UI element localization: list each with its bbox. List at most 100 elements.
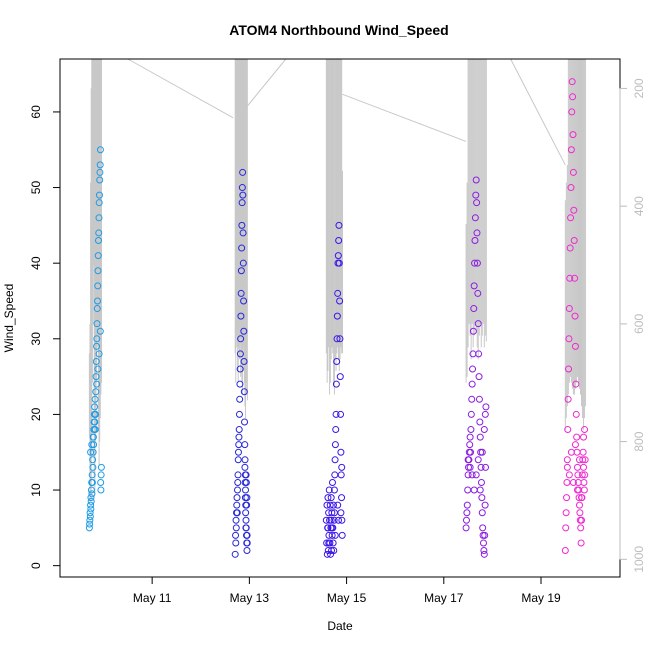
point-4-19 [569, 131, 577, 139]
x-tick-label-3: May 17 [424, 591, 464, 605]
point-2-41 [336, 297, 344, 305]
point-2-48 [338, 516, 346, 524]
point-0-27 [92, 388, 100, 396]
point-4-42 [578, 471, 586, 479]
point-4-51 [567, 448, 575, 456]
point-1-36 [240, 357, 248, 365]
point-1-53 [242, 509, 250, 517]
point-4-15 [567, 146, 575, 154]
point-0-53 [89, 433, 97, 441]
point-4-0 [561, 547, 569, 555]
point-1-49 [243, 539, 251, 547]
point-1-30 [239, 168, 247, 176]
point-3-0 [462, 524, 470, 532]
point-4-53 [575, 456, 583, 464]
chart-title: ATOM4 Northbound Wind_Speed [229, 22, 448, 38]
point-2-3 [323, 550, 331, 558]
point-4-29 [573, 448, 581, 456]
y2-tick-label-0: 200 [632, 78, 646, 98]
point-4-11 [566, 274, 574, 282]
point-2-58 [334, 516, 342, 524]
connector-lines [101, 58, 566, 166]
point-0-13 [88, 478, 96, 486]
point-2-59 [338, 463, 346, 471]
point-3-12 [467, 426, 475, 434]
point-2-35 [334, 289, 342, 297]
point-3-27 [473, 229, 481, 237]
point-3-48 [482, 463, 490, 471]
point-0-22 [91, 403, 99, 411]
point-0-55 [91, 410, 99, 418]
point-0-2 [86, 516, 94, 524]
connector-line-2 [246, 58, 287, 107]
point-0-48 [97, 486, 105, 494]
point-4-20 [569, 168, 577, 176]
point-4-54 [580, 433, 588, 441]
point-4-6 [564, 426, 572, 434]
point-4-25 [571, 342, 579, 350]
point-3-43 [479, 539, 487, 547]
point-1-50 [241, 463, 249, 471]
point-2-39 [335, 221, 343, 229]
point-1-8 [233, 509, 241, 517]
point-3-3 [463, 501, 471, 509]
point-0-1 [86, 520, 94, 528]
point-3-57 [478, 448, 486, 456]
point-4-44 [579, 448, 587, 456]
point-0-35 [94, 282, 102, 290]
point-2-31 [332, 380, 340, 388]
point-2-54 [337, 509, 345, 517]
point-3-39 [478, 494, 486, 502]
point-4-16 [568, 108, 576, 116]
y-tick-label-1: 10 [29, 483, 43, 497]
point-3-18 [469, 327, 477, 335]
point-1-39 [241, 441, 249, 449]
point-1-38 [241, 418, 249, 426]
x-tick-label-2: May 15 [327, 591, 367, 605]
point-4-26 [572, 380, 580, 388]
point-3-46 [481, 531, 489, 539]
point-4-34 [575, 494, 583, 502]
connector-line-1 [127, 58, 234, 119]
point-4-45 [580, 463, 588, 471]
y2-tick-label-2: 600 [632, 314, 646, 334]
y2-axis: 200 400 600 800 1000 [619, 78, 646, 573]
point-0-7 [87, 494, 95, 502]
point-2-16 [328, 547, 336, 555]
point-0-15 [89, 463, 97, 471]
point-3-26 [473, 199, 481, 207]
point-0-18 [90, 441, 98, 449]
point-2-15 [327, 494, 335, 502]
point-0-32 [93, 320, 101, 328]
point-3-28 [473, 259, 481, 267]
point-4-36 [576, 509, 584, 517]
point-0-28 [92, 373, 100, 381]
point-1-16 [235, 426, 243, 434]
point-4-14 [567, 184, 575, 192]
point-3-56 [476, 486, 484, 494]
point-2-34 [333, 312, 341, 320]
point-4-31 [574, 471, 582, 479]
point-0-54 [90, 426, 98, 434]
point-3-52 [468, 471, 476, 479]
point-3-5 [464, 471, 472, 479]
y-tick-label-5: 50 [29, 181, 43, 195]
point-4-40 [578, 516, 586, 524]
point-2-42 [336, 335, 344, 343]
point-4-21 [570, 206, 578, 214]
point-2-26 [331, 471, 339, 479]
point-2-23 [330, 547, 338, 555]
point-3-25 [472, 176, 480, 184]
point-3-59 [481, 410, 489, 418]
point-1-54 [242, 524, 250, 532]
point-2-18 [328, 531, 336, 539]
point-2-19 [328, 478, 336, 486]
point-0-30 [93, 342, 101, 350]
point-3-1 [462, 516, 470, 524]
point-0-9 [87, 486, 95, 494]
point-2-43 [336, 373, 344, 381]
point-1-19 [236, 380, 244, 388]
point-1-59 [243, 531, 251, 539]
point-3-41 [479, 524, 487, 532]
